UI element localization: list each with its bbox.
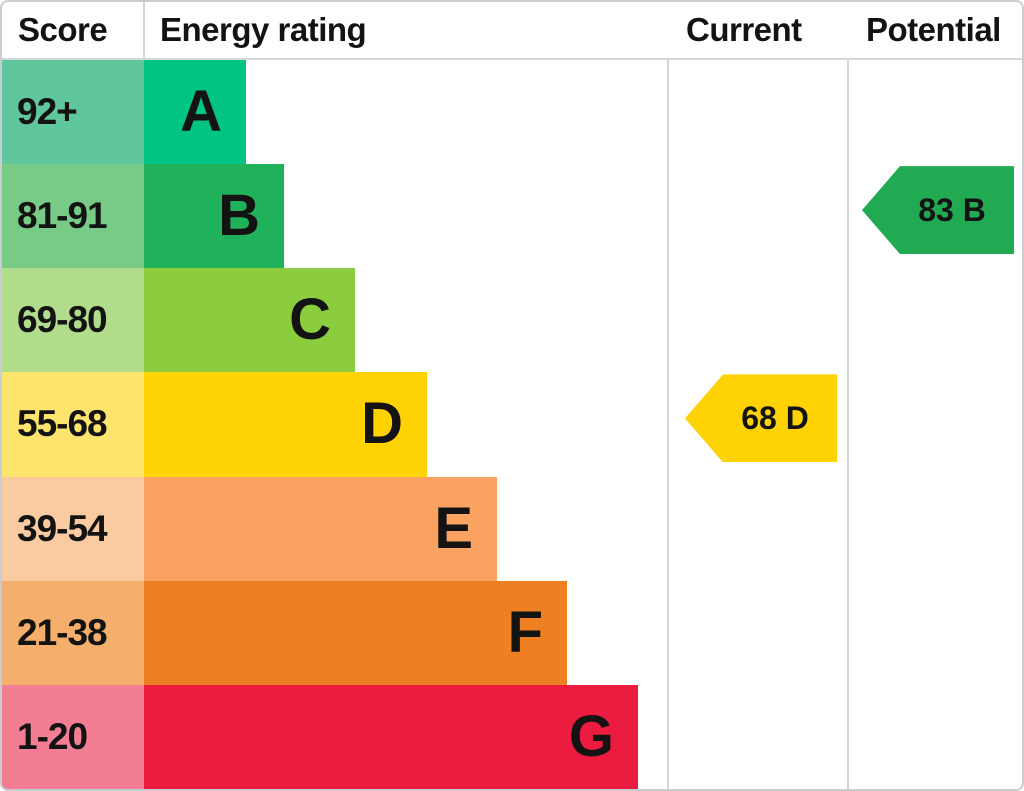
rating-letter: D (361, 391, 403, 457)
chart-header: Score Energy rating Current Potential (2, 2, 1022, 60)
band-row-c: 69-80 C (2, 268, 1022, 373)
score-range: 69-80 (2, 268, 144, 373)
potential-column-divider (847, 2, 849, 789)
band-rows: 92+ A 81-91 B 69-80 C 55-68 D 39-54 E (2, 60, 1022, 789)
rating-letter: A (180, 79, 222, 145)
score-range: 39-54 (2, 476, 144, 581)
rating-bar-f: F (144, 580, 567, 685)
current-column-header: Current (686, 11, 802, 48)
band-row-g: 1-20 G (2, 684, 1022, 789)
rating-bar-a: A (144, 60, 246, 165)
score-column-header: Score (18, 11, 108, 48)
rating-letter: B (218, 183, 260, 249)
current-column-divider (667, 2, 669, 789)
potential-column-header: Potential (866, 11, 1001, 48)
score-range: 1-20 (2, 684, 144, 789)
rating-bar-g: G (144, 684, 638, 789)
rating-bar-c: C (144, 268, 355, 373)
band-row-a: 92+ A (2, 60, 1022, 165)
band-row-d: 55-68 D (2, 372, 1022, 477)
rating-letter: C (289, 287, 331, 353)
rating-letter: F (507, 599, 543, 665)
score-range: 92+ (2, 60, 144, 165)
energy-rating-column-header: Energy rating (160, 11, 367, 48)
rating-letter: E (434, 495, 473, 561)
score-rating-header-divider (143, 2, 145, 58)
rating-letter: G (568, 703, 614, 769)
rating-bar-d: D (144, 372, 427, 477)
current-rating-label: 68 D (741, 399, 809, 436)
score-range: 55-68 (2, 372, 144, 477)
band-row-e: 39-54 E (2, 476, 1022, 581)
band-row-f: 21-38 F (2, 580, 1022, 685)
potential-rating-label: 83 B (918, 191, 986, 228)
rating-bar-b: B (144, 164, 284, 269)
score-range: 21-38 (2, 580, 144, 685)
band-row-b: 81-91 B (2, 164, 1022, 269)
rating-bar-e: E (144, 476, 497, 581)
score-range: 81-91 (2, 164, 144, 269)
